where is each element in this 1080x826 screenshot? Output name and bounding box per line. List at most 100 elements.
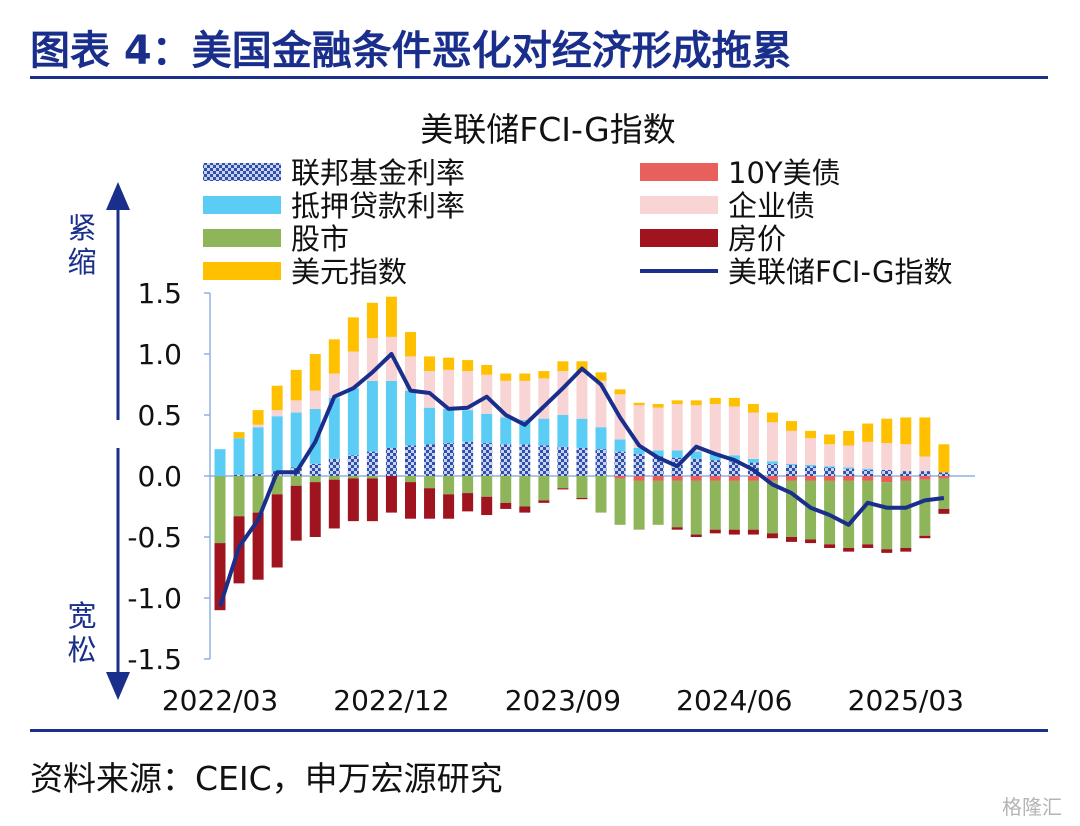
bar-segment: [614, 478, 626, 525]
bar-segment: [805, 466, 817, 476]
bar-segment: [290, 476, 302, 486]
bar-segment: [481, 476, 493, 497]
bar-segment: [766, 480, 778, 534]
bar-segment: [595, 380, 607, 428]
bar-segment: [557, 446, 569, 476]
bar-segment: [747, 404, 759, 413]
bar-segment: [519, 506, 531, 513]
fci-chart: 美联储FCI-G指数联邦基金利率抵押贷款利率股市美元指数10Y美债企业债房价美联…: [67, 110, 975, 717]
bar-segment: [214, 449, 226, 476]
bar-segment: [709, 476, 721, 481]
figure-title: 图表 4：美国金融条件恶化对经济形成拖累: [30, 28, 792, 74]
bar-segment: [843, 480, 855, 548]
bar-segment: [481, 413, 493, 444]
bar-segment: [557, 415, 569, 447]
bar-segment: [519, 476, 531, 507]
bar-segment: [347, 455, 359, 476]
bar-segment: [271, 476, 283, 495]
bar-segment: [690, 476, 702, 481]
bar-segment: [252, 427, 264, 474]
bar-segment: [233, 476, 245, 517]
bar-segment: [881, 476, 893, 483]
bar-segment: [366, 380, 378, 452]
legend-label: 股市: [291, 222, 349, 256]
bar-segment: [614, 451, 626, 476]
bar-segment: [271, 494, 283, 568]
bar-segment: [576, 418, 588, 448]
bar-segment: [938, 476, 950, 479]
bar-segment: [766, 463, 778, 476]
tighten-arrow-head: [106, 182, 130, 210]
bar-segment: [824, 544, 836, 548]
bar-segment: [443, 408, 455, 444]
legend-label: 联邦基金利率: [291, 156, 465, 190]
legend-label: 抵押贷款利率: [291, 189, 465, 223]
y-tick-label: 0.5: [137, 399, 182, 432]
bar-segment: [671, 527, 683, 530]
bar-segment: [881, 418, 893, 444]
bar-segment: [500, 417, 512, 445]
bar-segment: [728, 397, 740, 407]
bar-segment: [747, 412, 759, 459]
bar-segment: [805, 476, 817, 481]
bar-segment: [309, 390, 321, 409]
bar-segment: [424, 356, 436, 372]
bar-segment: [728, 406, 740, 456]
bar-segment: [843, 468, 855, 476]
bar-segment: [919, 535, 931, 539]
bar-segment: [366, 478, 378, 522]
legend-swatch-3: [640, 196, 718, 214]
bar-segment: [690, 458, 702, 476]
ease-label: 宽: [67, 599, 96, 633]
bar-segment: [252, 512, 264, 580]
legend-swatch-2: [640, 163, 718, 181]
bar-segment: [728, 480, 740, 530]
bar-segment: [843, 445, 855, 468]
bar-segment: [671, 400, 683, 405]
bar-segment: [786, 476, 797, 481]
bar-segment: [652, 476, 664, 481]
watermark: 格隆汇: [1002, 795, 1062, 819]
ease-arrow-head: [106, 672, 130, 700]
bar-segment: [671, 480, 683, 528]
x-tick-label: 2025/03: [848, 684, 964, 717]
bar-segment: [938, 472, 950, 476]
bar-segment: [500, 373, 512, 381]
bar-segment: [500, 502, 512, 509]
x-tick-label: 2023/09: [505, 684, 621, 717]
bar-segment: [786, 537, 797, 542]
bar-segment: [500, 476, 512, 503]
legend-label: 10Y美债: [728, 156, 841, 190]
bar-segment: [557, 476, 569, 489]
bar-segment: [843, 547, 855, 552]
bar-segment: [805, 539, 817, 544]
bar-segment: [424, 488, 436, 519]
fci-line: [218, 352, 945, 608]
bar-segment: [786, 463, 797, 466]
bar-segment: [709, 404, 721, 453]
bar-segment: [557, 361, 569, 372]
bar-segment: [633, 447, 645, 455]
bar-segment: [347, 476, 359, 479]
bar-segment: [881, 549, 893, 553]
bar-segment: [900, 444, 912, 472]
bar-segment: [366, 451, 378, 476]
bar-segment: [576, 497, 588, 500]
bar-segment: [786, 421, 797, 431]
bar-segment: [862, 441, 874, 469]
bar-segment: [214, 543, 226, 611]
bar-segment: [728, 461, 740, 476]
bar-segment: [347, 351, 359, 389]
bar-segment: [824, 466, 836, 468]
bar-segment: [481, 374, 493, 414]
bar-segment: [881, 482, 893, 550]
bar-segment: [252, 476, 264, 513]
bar-segment: [538, 378, 550, 419]
bar-segment: [557, 371, 569, 415]
bar-segment: [538, 445, 550, 476]
bar-segment: [747, 458, 759, 463]
bar-segment: [462, 360, 474, 372]
bar-segment: [309, 354, 321, 391]
legend-label: 美联储FCI-G指数: [728, 255, 952, 289]
bar-segment: [405, 332, 416, 357]
